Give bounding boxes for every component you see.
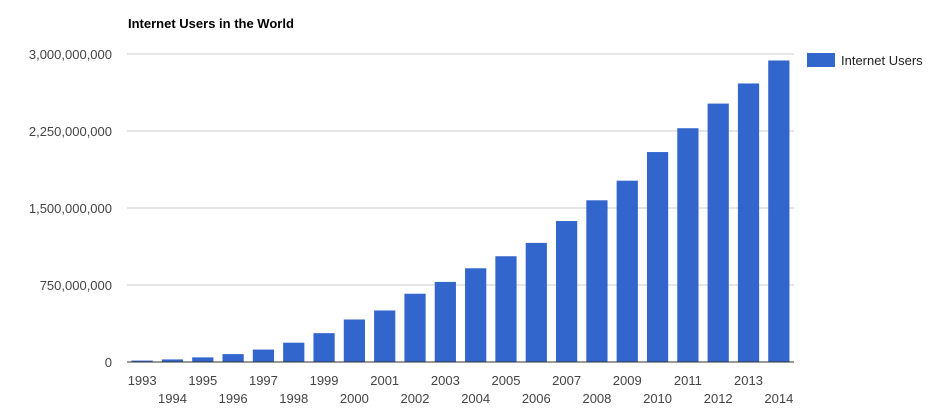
y-tick-label: 3,000,000,000: [29, 47, 112, 62]
x-tick-label: 2013: [734, 373, 763, 388]
y-axis-tick-labels: 0 750,000,000 1,500,000,000 2,250,000,000 3,…: [29, 47, 112, 370]
x-tick-label: 1999: [310, 373, 339, 388]
bar-2007: [556, 221, 578, 362]
x-tick-label: 1998: [279, 391, 308, 406]
bar-2008: [586, 200, 608, 362]
x-tick-label: 2006: [522, 391, 551, 406]
bar-1994: [161, 359, 184, 362]
x-tick-label: 1993: [128, 373, 157, 388]
y-tick-label: 750,000,000: [40, 278, 112, 293]
legend-label: Internet Users: [841, 53, 923, 68]
bar-2010: [646, 152, 669, 362]
bar-2014: [768, 60, 790, 363]
bar-2006: [525, 242, 547, 362]
x-tick-label: 2005: [492, 373, 521, 388]
x-tick-label: 1994: [158, 391, 187, 406]
chart-title: Internet Users in the World: [128, 16, 294, 31]
legend: Internet Users: [807, 53, 923, 68]
bar-2003: [434, 281, 456, 362]
x-tick-label: 2008: [582, 391, 611, 406]
bar-2005: [495, 256, 517, 362]
bar-2001: [374, 310, 396, 362]
legend-swatch: [807, 53, 835, 67]
x-tick-label: 1996: [219, 391, 248, 406]
bar-1995: [192, 357, 214, 362]
bar-1996: [222, 354, 244, 362]
bar-2012: [707, 103, 729, 362]
bar-2000: [343, 319, 365, 362]
bar-1998: [283, 342, 305, 362]
x-axis-tick-labels: 1993199419951996199719981999200020012002…: [128, 373, 794, 406]
x-tick-label: 2009: [613, 373, 642, 388]
bar-1997: [252, 349, 275, 362]
bar-2002: [404, 293, 426, 362]
x-tick-label: 1995: [188, 373, 217, 388]
bar-2013: [737, 83, 760, 362]
bar-2009: [616, 180, 638, 362]
bar-1993: [131, 360, 153, 362]
y-tick-label: 0: [105, 355, 112, 370]
bars: [131, 60, 790, 363]
x-tick-label: 2007: [552, 373, 581, 388]
bar-2011: [677, 128, 699, 362]
x-tick-label: 2003: [431, 373, 460, 388]
x-tick-label: 2001: [370, 373, 399, 388]
y-tick-label: 1,500,000,000: [29, 201, 112, 216]
x-tick-label: 2010: [643, 391, 672, 406]
x-tick-label: 2012: [704, 391, 733, 406]
bar-2004: [465, 268, 487, 362]
x-tick-label: 2002: [401, 391, 430, 406]
x-tick-label: 2004: [461, 391, 490, 406]
x-tick-label: 2014: [764, 391, 793, 406]
x-tick-label: 1997: [249, 373, 278, 388]
bar-1999: [313, 333, 335, 362]
y-tick-label: 2,250,000,000: [29, 124, 112, 139]
x-tick-label: 2011: [674, 373, 702, 388]
x-tick-label: 2000: [340, 391, 369, 406]
